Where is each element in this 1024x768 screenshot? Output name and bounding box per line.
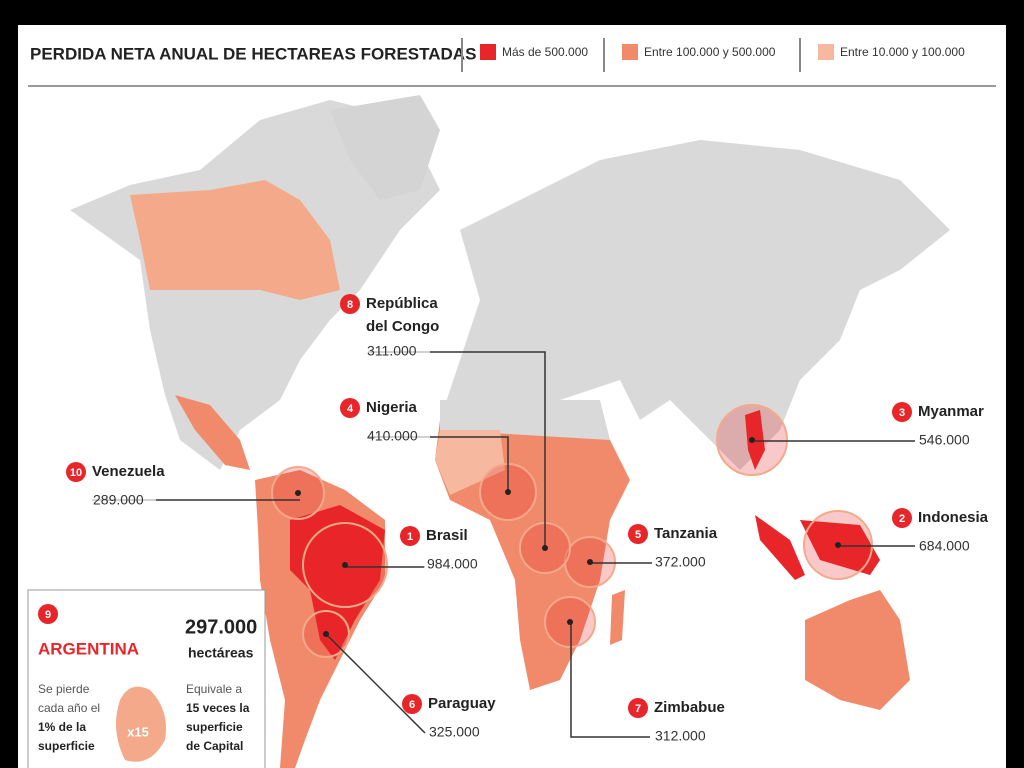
rank: 8 [347, 299, 353, 311]
rank: 1 [407, 531, 413, 543]
legend: Más de 500.000 Entre 100.000 y 500.000 Ent… [461, 38, 965, 72]
swatch [622, 44, 638, 60]
argentina-text: Se pierde cada año el 1% de la superficie Eq… [38, 682, 250, 753]
leader-line [570, 622, 650, 738]
rank: 2 [899, 513, 905, 525]
value: 311.000 [367, 343, 417, 359]
multiplier: x15 [127, 724, 149, 739]
badge [628, 698, 648, 718]
badge [402, 694, 422, 714]
value: 984.000 [427, 556, 478, 572]
value-bg [652, 553, 718, 573]
badge [892, 508, 912, 528]
leader-line [326, 634, 426, 734]
west-africa [435, 430, 505, 495]
value: 684.000 [919, 538, 970, 554]
dot [567, 619, 573, 625]
title: PERDIDA NETA ANUAL DE HECTAREAS FORESTAD… [30, 44, 476, 63]
value: 410.000 [367, 428, 418, 444]
madagascar [610, 590, 625, 645]
value: 312.000 [655, 728, 706, 744]
country-name: Indonesia [918, 509, 989, 526]
australia [805, 590, 910, 710]
unit: hectáreas [188, 645, 254, 661]
country-name: Venezuela [92, 463, 165, 480]
country-name: República [366, 295, 438, 312]
badge [340, 398, 360, 418]
country-name: Nigeria [366, 399, 418, 416]
dot [295, 490, 301, 496]
description: Se pierde [38, 682, 90, 696]
value-bg [916, 431, 982, 451]
country-name: Paraguay [428, 695, 496, 712]
description: superficie [38, 739, 95, 753]
country-name: Tanzania [654, 525, 718, 542]
greenland [330, 95, 440, 200]
map [70, 95, 950, 768]
rank: 6 [409, 699, 415, 711]
shape [116, 686, 166, 762]
legend-label: Más de 500.000 [502, 45, 588, 59]
description: 1% de la [38, 720, 86, 734]
callouts: 1 Brasil 984.000 2 Indonesia 684.000 3 Myanmar 5… [66, 294, 989, 747]
description: cada año el [38, 701, 100, 715]
description: Equivale a [186, 682, 242, 696]
swatch [818, 44, 834, 60]
dot [323, 631, 329, 637]
value-bg [364, 342, 430, 362]
dot [749, 437, 755, 443]
country-name: del Congo [366, 318, 439, 335]
eurasia [440, 140, 950, 470]
description: superficie [186, 720, 243, 734]
description: 15 veces la [186, 701, 250, 715]
rank: 4 [347, 403, 354, 415]
value: 289.000 [93, 492, 144, 508]
legend-label: Entre 10.000 y 100.000 [840, 45, 965, 59]
mexico [175, 395, 250, 470]
dot [342, 562, 348, 568]
country-name: Brasil [426, 527, 468, 544]
legend-label: Entre 100.000 y 500.000 [644, 45, 776, 59]
canada [130, 180, 340, 300]
badge [628, 524, 648, 544]
value-bg [364, 427, 430, 447]
value: 297.000 [185, 616, 257, 638]
badge [400, 526, 420, 546]
rank: 5 [635, 529, 641, 541]
value: 325.000 [429, 724, 480, 740]
rank: 9 [45, 609, 51, 621]
dot [587, 559, 593, 565]
value-bg [652, 727, 718, 747]
rank: 7 [635, 703, 641, 715]
rank: 3 [899, 407, 905, 419]
value-bg [424, 555, 490, 575]
badge [892, 402, 912, 422]
argentina-box: 9 ARGENTINA 297.000 hectáreas x15 Se pie… [27, 589, 266, 768]
badge [340, 294, 360, 314]
value-bg [426, 723, 492, 743]
value-bg [90, 491, 156, 511]
dot [835, 542, 841, 548]
badge [38, 604, 58, 624]
dot [505, 489, 511, 495]
rank: 10 [70, 467, 82, 479]
value: 372.000 [655, 554, 706, 570]
swatch [480, 44, 496, 60]
country-name: Myanmar [918, 403, 984, 420]
value-bg [916, 537, 982, 557]
value: 546.000 [919, 432, 970, 448]
description: de Capital [186, 739, 243, 753]
country-name: ARGENTINA [38, 639, 139, 658]
country-name: Zimbabue [654, 699, 725, 716]
dot [542, 545, 548, 551]
borneo [800, 520, 880, 575]
badge [66, 462, 86, 482]
brazil [290, 505, 385, 660]
sumatra [755, 515, 805, 580]
